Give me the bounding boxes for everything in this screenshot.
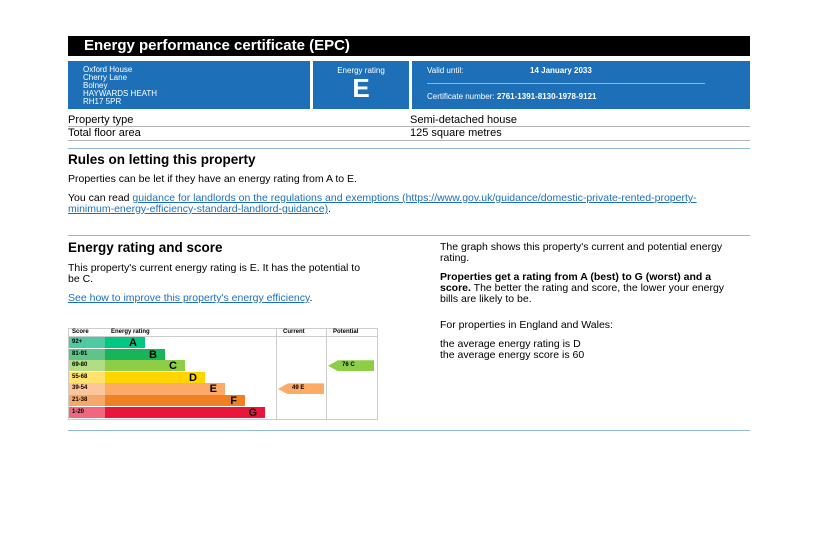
score-heading: Energy rating and score xyxy=(68,240,223,255)
guidance-suffix: . xyxy=(328,203,332,215)
rating-bar-c: C xyxy=(105,360,185,372)
current-rating-arrow: 49 E xyxy=(278,383,324,395)
graph-explanation: The graph shows this property's current … xyxy=(440,241,723,264)
property-type-value: Semi-detached house xyxy=(410,114,518,126)
score-band-a: 92+ xyxy=(69,337,105,349)
score-text: This property's current energy rating is… xyxy=(68,262,361,285)
guidance-prefix: You can read xyxy=(68,192,133,204)
score-band-d: 55-68 xyxy=(69,371,105,384)
address-line: HAYWARDS HEATH xyxy=(83,89,158,98)
address-line: Cherry Lane xyxy=(83,73,128,82)
score-band-f: 21-38 xyxy=(69,395,105,407)
energy-rating-value: E xyxy=(352,73,370,103)
average-rating-text: the average energy rating is D xyxy=(440,338,581,350)
rating-bar-d: D xyxy=(105,371,205,384)
valid-until-value: 14 January 2033 xyxy=(530,66,592,75)
rating-explanation: Properties get a rating from A (best) to… xyxy=(440,272,740,305)
page-title: Energy performance certificate (EPC) xyxy=(68,36,750,56)
rating-bar-f: F xyxy=(105,395,245,407)
rules-guidance: You can read guidance for landlords on t… xyxy=(68,193,738,215)
improve-paragraph: See how to improve this property's energ… xyxy=(68,293,368,304)
rating-bar-e: E xyxy=(105,383,225,395)
property-type-label: Property type xyxy=(68,114,134,126)
rating-bar-a: A xyxy=(105,337,145,349)
energy-rating-chart: Score Energy rating Current Potential 92… xyxy=(68,328,378,420)
floor-area-value: 125 square metres xyxy=(410,127,502,139)
potential-rating-arrow: 76 C xyxy=(328,360,374,372)
certificate-box: Valid until: 14 January 2033 Certificate … xyxy=(412,61,750,109)
certificate-number-value: 2761-1391-8130-1978-9121 xyxy=(496,92,597,101)
score-band-b: 81-91 xyxy=(69,348,105,360)
score-band-g: 1-20 xyxy=(69,406,105,418)
header-potential: Potential xyxy=(333,329,359,335)
rating-bar-b: B xyxy=(105,348,165,361)
address-line: Bolney xyxy=(83,81,108,90)
rules-text: Properties can be let if they have an en… xyxy=(68,173,357,185)
address-line: Oxford House xyxy=(83,65,133,74)
floor-area-row: Total floor area 125 square metres xyxy=(68,127,502,139)
energy-rating-label: Energy rating xyxy=(337,66,385,75)
valid-until-label: Valid until: xyxy=(427,66,464,75)
improve-link[interactable]: See how to improve this property's energ… xyxy=(68,292,310,304)
rules-heading: Rules on letting this property xyxy=(68,152,256,167)
score-band-c: 69-80 xyxy=(69,360,105,372)
floor-area-label: Total floor area xyxy=(68,127,141,139)
score-band-e: 39-54 xyxy=(69,383,105,395)
header-current: Current xyxy=(283,329,305,335)
rating-explanation-bold: Properties get a rating from A (best) to… xyxy=(440,271,712,294)
certificate-number-label: Certificate number: xyxy=(427,92,495,101)
address-line: RH17 5PR xyxy=(83,97,122,106)
energy-rating-box: Energy rating E xyxy=(313,61,409,109)
property-type-row: Property type Semi-detached house xyxy=(68,114,517,126)
average-score-text: the average energy score is 60 xyxy=(440,349,585,361)
header-energy-rating: Energy rating xyxy=(111,329,150,335)
improve-suffix: . xyxy=(309,292,313,304)
rating-explanation-text: The better the rating and score, the low… xyxy=(440,282,725,305)
guidance-link[interactable]: guidance for landlords on the regulation… xyxy=(68,192,697,215)
rating-bar-g: G xyxy=(105,406,265,419)
address: Oxford House Cherry Lane Bolney HAYWARDS… xyxy=(68,61,310,109)
england-wales-text: For properties in England and Wales: xyxy=(440,319,613,331)
header-score: Score xyxy=(72,329,89,335)
